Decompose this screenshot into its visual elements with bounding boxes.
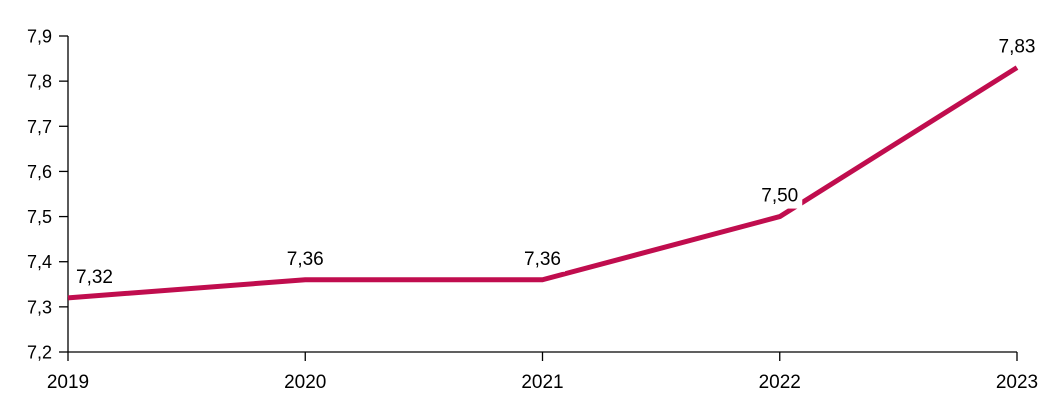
y-tick-label: 7,7: [27, 117, 52, 137]
data-label-bg: [72, 264, 117, 290]
y-tick-label: 7,5: [27, 207, 52, 227]
x-tick-label: 2023: [996, 372, 1038, 393]
data-label: 7,32: [76, 267, 113, 288]
data-label: 7,36: [287, 249, 324, 270]
y-tick-label: 7,3: [27, 297, 52, 317]
data-label: 7,36: [524, 249, 561, 270]
data-label: 7,83: [999, 37, 1036, 58]
y-tick-label: 7,6: [27, 162, 52, 182]
x-tick-label: 2020: [284, 372, 326, 393]
data-label-bg: [994, 34, 1040, 60]
data-label: 7,50: [761, 186, 798, 207]
y-tick-label: 7,9: [27, 27, 52, 47]
y-tick-label: 7,8: [27, 72, 52, 92]
data-label-bg: [757, 183, 803, 209]
x-tick-label: 2019: [47, 372, 89, 393]
x-tick-label: 2022: [759, 372, 801, 393]
x-tick-label: 2021: [521, 372, 563, 393]
y-tick-label: 7,4: [27, 252, 52, 272]
data-label-bg: [282, 246, 328, 272]
y-tick-label: 7,2: [27, 343, 52, 363]
data-label-bg: [520, 246, 565, 272]
series-line: [67, 65, 1019, 301]
